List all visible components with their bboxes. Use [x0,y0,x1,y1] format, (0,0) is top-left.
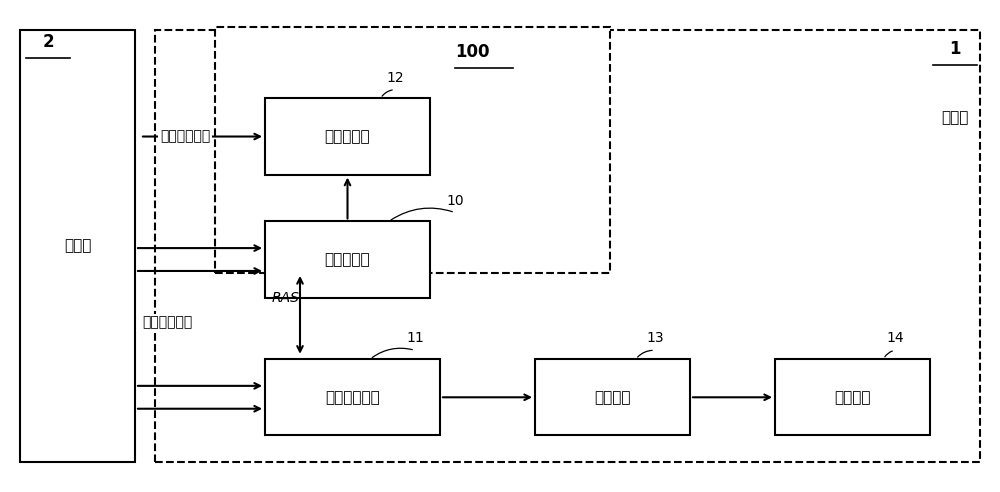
Text: 行地址锁存器: 行地址锁存器 [325,390,380,405]
Text: 存储器: 存储器 [941,111,969,125]
Text: 13: 13 [646,332,664,345]
Bar [215,27,610,273]
Text: 2: 2 [42,33,54,51]
Text: 地址测试信号: 地址测试信号 [142,315,192,329]
Text: 处理器: 处理器 [64,239,91,253]
Text: 第一锁存器: 第一锁存器 [325,252,370,267]
Text: 14: 14 [886,332,904,345]
Text: 100: 100 [455,43,490,61]
Bar [265,221,430,298]
Text: 10: 10 [446,194,464,208]
Text: 存储阵列: 存储阵列 [834,390,871,405]
Bar [535,359,690,435]
Bar [265,98,430,175]
Text: 12: 12 [386,71,404,85]
Text: RAS: RAS [272,291,300,305]
Bar [20,30,135,462]
Text: 第二地址信息: 第二地址信息 [160,129,210,143]
Bar [155,30,980,462]
Bar [775,359,930,435]
Text: 第一引脚组: 第一引脚组 [325,129,370,144]
Text: 行译码器: 行译码器 [594,390,631,405]
Bar [265,359,440,435]
Text: 1: 1 [949,40,961,58]
Text: 11: 11 [406,332,424,345]
